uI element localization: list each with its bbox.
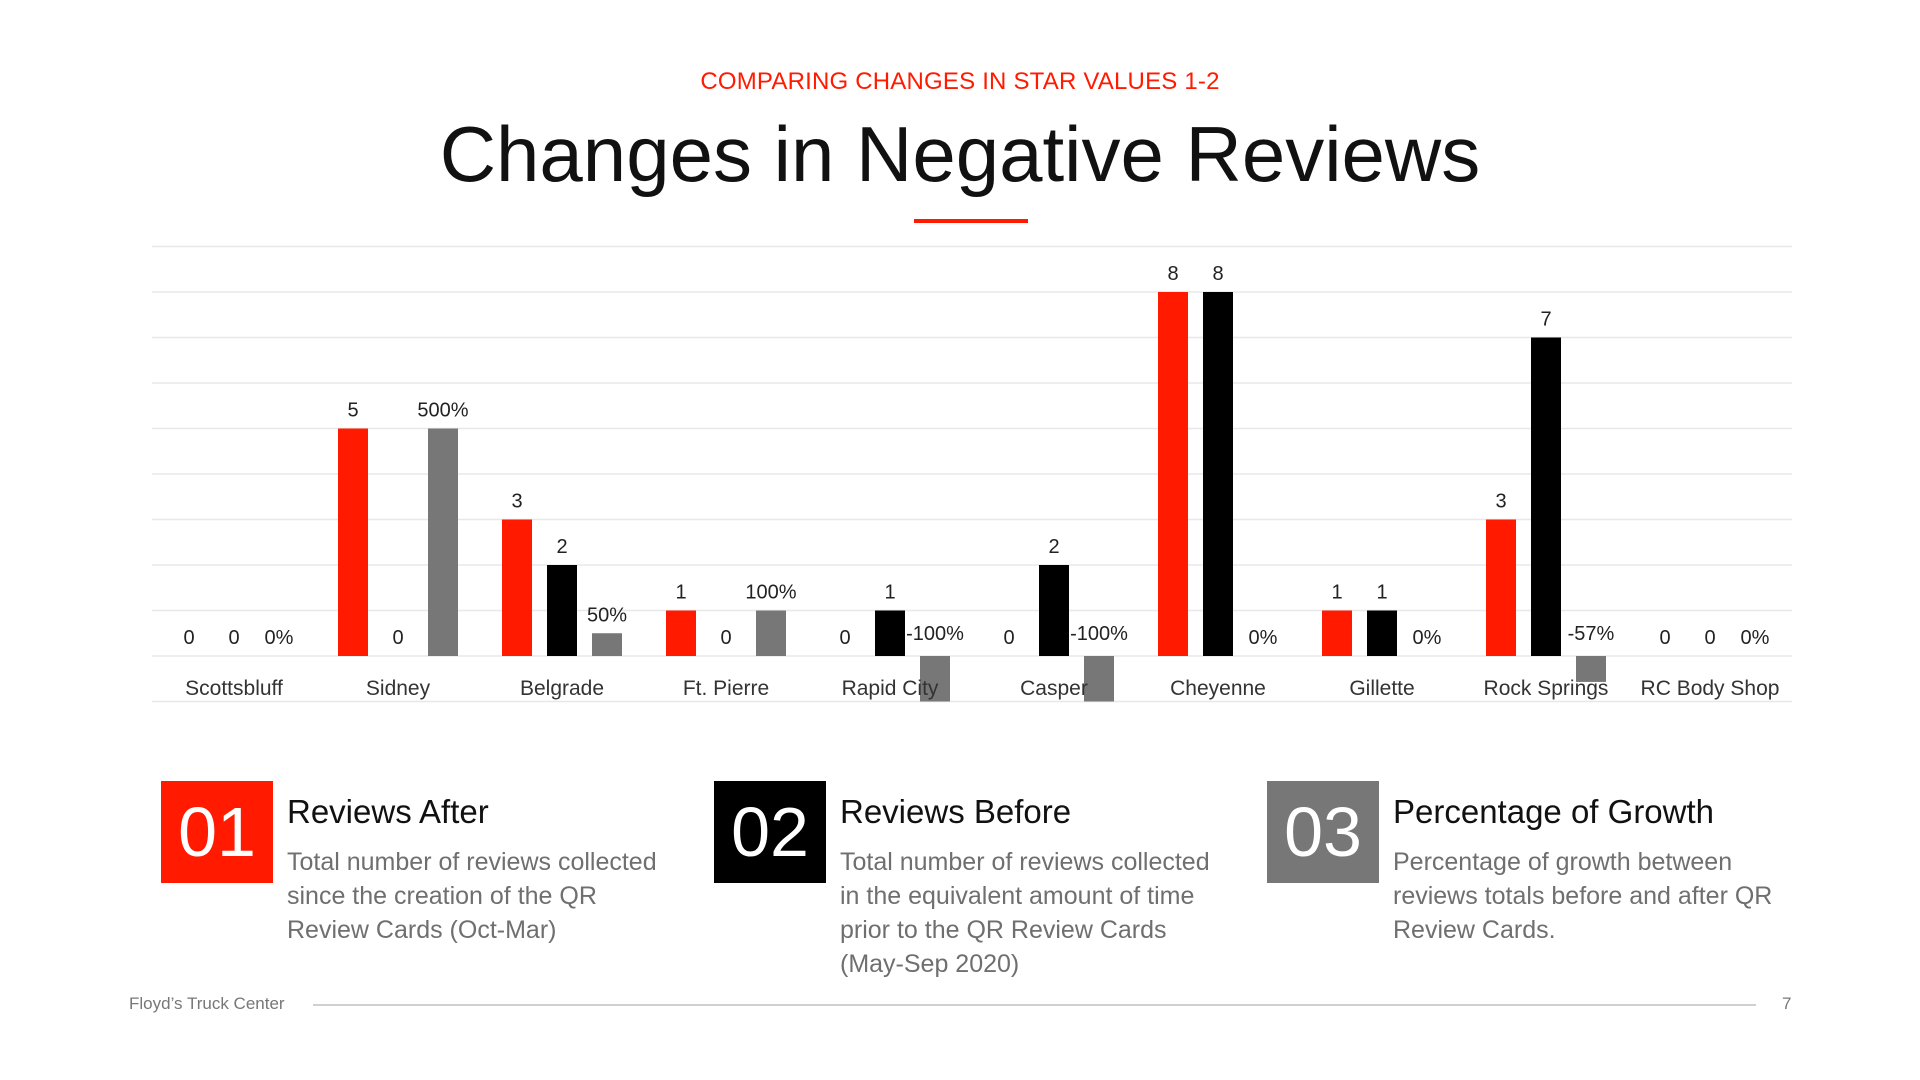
card-number: 03 — [1267, 781, 1379, 883]
data-label: 1 — [675, 582, 686, 604]
data-label: 0 — [1659, 627, 1670, 649]
data-label: 8 — [1167, 263, 1178, 285]
category-label: Ft. Pierre — [683, 677, 769, 700]
data-label: 1 — [1376, 582, 1387, 604]
bar — [502, 519, 532, 656]
data-label: 2 — [1048, 536, 1059, 558]
data-label: 1 — [884, 582, 895, 604]
category-label: RC Body Shop — [1641, 677, 1780, 700]
card-description: Percentage of growth between reviews tot… — [1393, 848, 1773, 944]
data-label: -100% — [906, 623, 964, 645]
data-label: 0 — [1003, 627, 1014, 649]
bar — [1203, 292, 1233, 656]
data-label: 0% — [1413, 627, 1442, 649]
data-label: 8 — [1212, 263, 1223, 285]
card-description: Total number of reviews collected since … — [287, 848, 657, 944]
data-label: 1 — [1331, 582, 1342, 604]
bar-chart: 0 0 0% Scottsbluff 5 0 500% Sidney 3 2 50% Belgrade… — [152, 245, 1792, 703]
bar — [1367, 610, 1397, 656]
data-label: 0% — [1249, 627, 1278, 649]
data-label: 2 — [556, 536, 567, 558]
data-label: 0% — [1741, 627, 1770, 649]
footer-company: Floyd’s Truck Center — [129, 994, 285, 1013]
category-label: Sidney — [366, 677, 431, 700]
card-heading: Reviews Before — [840, 793, 1072, 830]
category-label: Rock Springs — [1484, 677, 1609, 700]
category-label: Gillette — [1349, 677, 1414, 700]
slide-subtitle: COMPARING CHANGES IN STAR VALUES 1-2 — [700, 68, 1220, 95]
page-number: 7 — [1782, 994, 1792, 1013]
data-label: 5 — [347, 400, 358, 422]
bar — [547, 565, 577, 656]
data-label: 0 — [183, 627, 194, 649]
card-heading: Percentage of Growth — [1393, 793, 1715, 830]
card-number: 02 — [714, 781, 826, 883]
data-label: 0 — [1704, 627, 1715, 649]
data-label: 0 — [228, 627, 239, 649]
bar — [1576, 656, 1606, 682]
category-label: Casper — [1020, 677, 1088, 700]
category-label: Scottsbluff — [185, 677, 283, 700]
data-label: 50% — [587, 604, 627, 626]
category-label: Belgrade — [520, 677, 604, 700]
bar — [338, 428, 368, 656]
category-label: Cheyenne — [1170, 677, 1266, 700]
footer-divider — [313, 1004, 1756, 1006]
bar — [1158, 292, 1188, 656]
data-label: 3 — [1495, 491, 1506, 513]
bar — [920, 656, 950, 702]
card-description: Total number of reviews collected in the… — [840, 848, 1210, 978]
data-label: 0 — [839, 627, 850, 649]
slide-title: Changes in Negative Reviews — [439, 110, 1481, 198]
bar — [1084, 656, 1114, 702]
data-label: 0 — [720, 627, 731, 649]
data-label: 7 — [1540, 309, 1551, 331]
bar — [1322, 610, 1352, 656]
category-label: Rapid City — [842, 677, 939, 700]
card-heading: Reviews After — [287, 793, 489, 830]
bar — [1531, 337, 1561, 656]
data-label: 3 — [511, 491, 522, 513]
data-label: 0% — [265, 627, 294, 649]
title-underline — [914, 219, 1028, 223]
bar — [1486, 519, 1516, 656]
bar — [875, 610, 905, 656]
bar — [666, 610, 696, 656]
card-number: 01 — [161, 781, 273, 883]
bar — [1039, 565, 1069, 656]
data-label: -100% — [1070, 623, 1128, 645]
data-label: 100% — [745, 582, 796, 604]
data-label: 500% — [417, 400, 468, 422]
bar — [428, 428, 458, 656]
data-label: -57% — [1568, 623, 1615, 645]
bar — [756, 610, 786, 656]
bar — [592, 633, 622, 656]
data-label: 0 — [392, 627, 403, 649]
